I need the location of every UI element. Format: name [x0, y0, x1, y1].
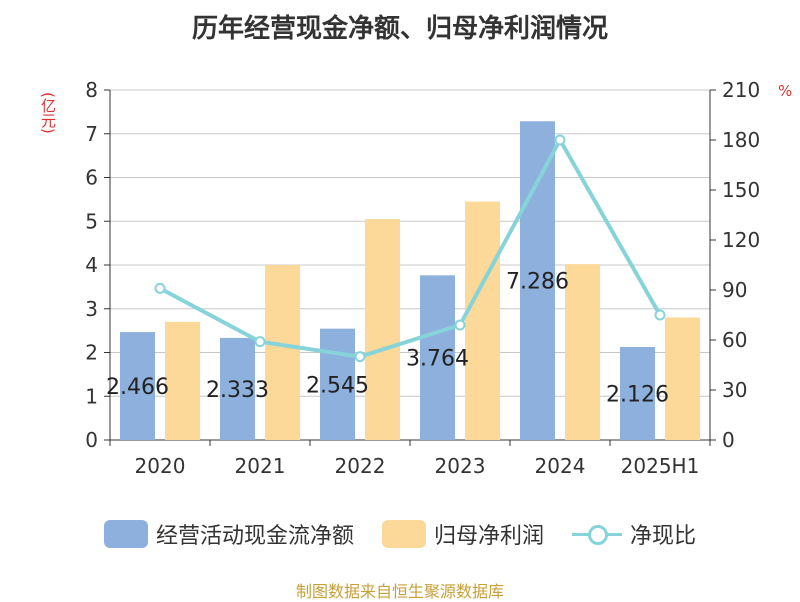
data-label-operating-cash-flow: 2.126	[606, 382, 669, 407]
left-tick-label: 0	[85, 428, 98, 452]
data-label-operating-cash-flow: 2.545	[306, 373, 369, 398]
bar-operating-cash-flow	[520, 121, 555, 441]
legend-swatch-bar1	[103, 520, 148, 548]
data-label-operating-cash-flow: 3.764	[406, 347, 469, 372]
legend-label-operating-cash-flow: 经营活动现金流净额	[155, 524, 354, 549]
legend-swatch-line	[572, 520, 622, 548]
point-cash-ratio	[354, 351, 366, 363]
bar-net-profit	[265, 265, 300, 440]
bar-operating-cash-flow	[320, 328, 355, 440]
source-note: 制图数据来自恒生聚源数据库	[295, 582, 504, 601]
bar-operating-cash-flow	[220, 337, 255, 440]
point-cash-ratio	[654, 309, 666, 321]
legend-line-marker	[588, 525, 608, 545]
right-tick-label: 180	[722, 128, 760, 152]
left-tick-label: 8	[85, 78, 98, 102]
point-cash-ratio	[554, 134, 566, 146]
x-tick-label: 2021	[235, 454, 286, 478]
legend: 经营活动现金流净额 归母净利润 净现比	[0, 518, 800, 550]
bar-net-profit	[465, 201, 500, 440]
left-tick-label: 2	[85, 341, 98, 365]
left-axis-unit: (亿元)	[39, 92, 57, 134]
bar-net-profit	[565, 264, 600, 440]
legend-label-net-profit: 归母净利润	[433, 524, 544, 549]
line-cash-ratio	[159, 135, 662, 359]
bar-operating-cash-flow	[420, 275, 455, 440]
point-cash-ratio	[454, 319, 466, 331]
left-tick-label: 6	[85, 166, 98, 190]
right-tick-label: 120	[722, 228, 760, 252]
bar-net-profit	[665, 317, 700, 440]
bar-net-profit	[165, 321, 200, 440]
right-tick-label: 210	[722, 78, 760, 102]
left-tick-label: 5	[85, 209, 98, 233]
right-tick-label: 90	[722, 278, 747, 302]
data-label-operating-cash-flow: 7.286	[506, 270, 569, 295]
legend-item-operating-cash-flow[interactable]: 经营活动现金流净额	[103, 518, 354, 550]
x-tick-label: 2022	[335, 454, 386, 478]
data-label-operating-cash-flow: 2.333	[206, 378, 269, 403]
left-tick-label: 3	[85, 297, 98, 321]
legend-label-cash-ratio: 净现比	[630, 524, 697, 549]
point-cash-ratio	[254, 336, 266, 348]
left-tick-label: 1	[85, 384, 98, 408]
left-tick-label: 4	[85, 253, 98, 277]
legend-item-net-profit[interactable]: 归母净利润	[381, 518, 544, 550]
left-tick-label: 7	[85, 122, 98, 146]
legend-swatch-bar2	[381, 520, 426, 548]
x-tick-label: 2020	[135, 454, 186, 478]
x-tick-label: 2023	[435, 454, 486, 478]
x-tick-label: 2024	[535, 454, 586, 478]
bar-net-profit	[365, 219, 400, 440]
legend-item-cash-ratio[interactable]: 净现比	[572, 518, 696, 550]
x-tick-label: 2025H1	[621, 454, 700, 478]
right-axis-unit: %	[778, 82, 793, 100]
data-label-operating-cash-flow: 2.466	[106, 375, 169, 400]
right-tick-label: 60	[722, 328, 747, 352]
bar-operating-cash-flow	[620, 346, 655, 440]
point-cash-ratio	[154, 282, 166, 294]
right-tick-label: 0	[722, 428, 735, 452]
bar-operating-cash-flow	[120, 332, 155, 440]
right-tick-label: 150	[722, 178, 760, 202]
chart-title: 历年经营现金净额、归母净利润情况	[191, 14, 608, 44]
right-tick-label: 30	[722, 378, 747, 402]
